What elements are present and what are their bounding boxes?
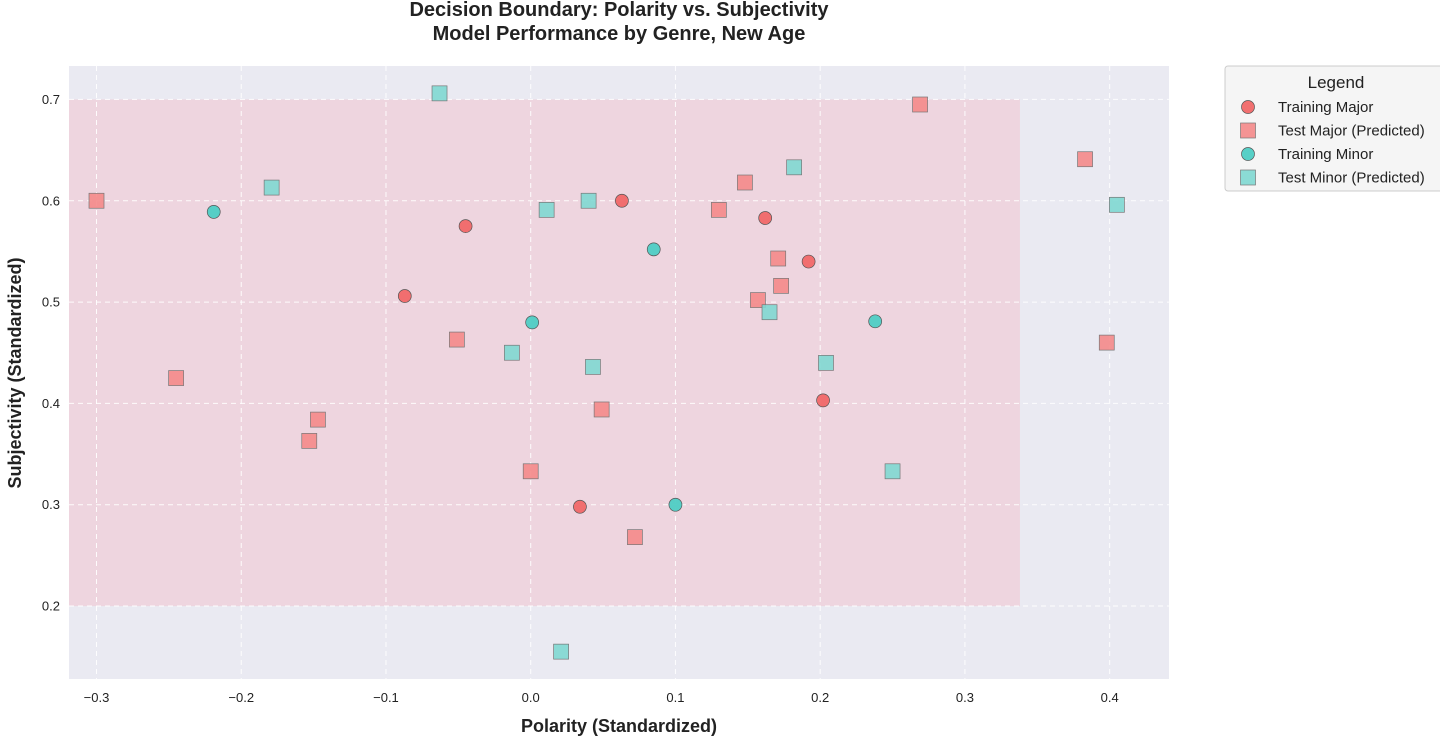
point-test-minor-predicted (538, 202, 555, 218)
gridlines (69, 66, 1169, 679)
point-test-major-predicted (88, 192, 105, 209)
point-training-major (458, 219, 473, 233)
point-training-major (615, 193, 629, 208)
legend-marker-training-minor (1241, 147, 1255, 161)
x-tick-label: 0.4 (1101, 690, 1119, 705)
y-tick-label: 0.2 (42, 599, 60, 614)
legend-marker-training-major (1241, 100, 1255, 114)
x-tick-label: 0.2 (811, 690, 829, 705)
point-test-minor-predicted (786, 159, 802, 176)
y-tick-label: 0.6 (42, 193, 60, 208)
point-test-major-predicted (1077, 151, 1093, 168)
decision-region (69, 99, 1020, 607)
x-tick-label: 0.0 (522, 690, 540, 705)
point-training-minor (525, 315, 540, 330)
legend-marker-test-major-predicted (1240, 122, 1256, 139)
legend-marker-test-minor-predicted (1240, 169, 1256, 186)
legend: Legend Training Major Test Major (Predict… (1224, 65, 1440, 192)
point-test-minor-predicted (263, 179, 280, 196)
point-test-major-predicted (1098, 334, 1115, 351)
x-axis-ticks: −0.3 −0.2 −0.1 0.0 0.1 0.2 0.3 0.4 (84, 690, 1119, 705)
x-tick-label: −0.3 (84, 690, 110, 705)
chart-title-line-1: Decision Boundary: Polarity vs. Subjecti… (409, 0, 829, 21)
series-training-minor (206, 205, 883, 512)
point-test-major-predicted (711, 202, 727, 218)
point-test-minor-predicted (553, 643, 569, 660)
y-axis-ticks: 0.2 0.3 0.4 0.5 0.6 0.7 (42, 92, 60, 614)
point-training-minor (868, 314, 883, 329)
data-points (88, 85, 1125, 660)
point-test-major-predicted (301, 433, 318, 449)
point-test-major-predicted (522, 463, 539, 480)
point-training-major (816, 393, 830, 408)
legend-label-test-minor-predicted: Test Minor (Predicted) (1278, 170, 1425, 187)
legend-title: Legend (1308, 73, 1365, 92)
point-test-minor-predicted (504, 344, 520, 361)
point-training-minor (206, 205, 221, 219)
point-training-minor (646, 242, 661, 257)
point-training-major (573, 499, 587, 514)
point-test-major-predicted (773, 278, 789, 294)
x-tick-label: −0.2 (228, 690, 254, 705)
y-tick-label: 0.4 (42, 396, 60, 411)
x-tick-label: 0.1 (666, 690, 684, 705)
point-test-major-predicted (310, 411, 326, 428)
point-test-minor-predicted (585, 359, 601, 375)
point-test-major-predicted (168, 370, 184, 386)
point-test-major-predicted (912, 96, 928, 113)
x-axis-label: Polarity (Standardized) (521, 716, 717, 736)
point-test-major-predicted (449, 331, 465, 348)
point-test-minor-predicted (580, 192, 597, 209)
series-test-minor-predicted (263, 85, 1125, 660)
point-test-major-predicted (750, 292, 766, 308)
legend-items: Training Major Test Major (Predicted) Trai… (1240, 99, 1425, 187)
point-test-minor-predicted (761, 304, 778, 321)
series-test-major-predicted (88, 96, 1115, 545)
point-training-major (801, 254, 816, 269)
y-tick-label: 0.5 (42, 295, 60, 310)
x-tick-label: 0.3 (956, 690, 974, 705)
point-training-major (758, 211, 773, 225)
point-test-minor-predicted (1109, 196, 1125, 213)
point-training-major (397, 289, 412, 303)
legend-label-test-major-predicted: Test Major (Predicted) (1278, 123, 1425, 140)
legend-label-training-minor: Training Minor (1278, 146, 1373, 163)
chart-title-line-2: Model Performance by Genre, New Age (433, 23, 806, 45)
point-test-major-predicted (627, 529, 643, 545)
series-training-major (397, 193, 830, 514)
y-tick-label: 0.3 (42, 497, 60, 512)
x-tick-label: −0.1 (373, 690, 399, 705)
legend-label-training-major: Training Major (1278, 99, 1373, 116)
y-axis-label: Subjectivity (Standardized) (5, 257, 25, 488)
point-test-minor-predicted (884, 463, 901, 480)
point-test-major-predicted (593, 401, 610, 418)
legend-box (1224, 65, 1440, 192)
y-tick-label: 0.7 (42, 92, 60, 107)
point-test-major-predicted (737, 174, 753, 191)
point-test-minor-predicted (818, 355, 834, 371)
point-test-major-predicted (770, 250, 787, 267)
plot-area (69, 66, 1169, 679)
point-training-minor (668, 497, 683, 512)
point-test-minor-predicted (431, 85, 448, 102)
